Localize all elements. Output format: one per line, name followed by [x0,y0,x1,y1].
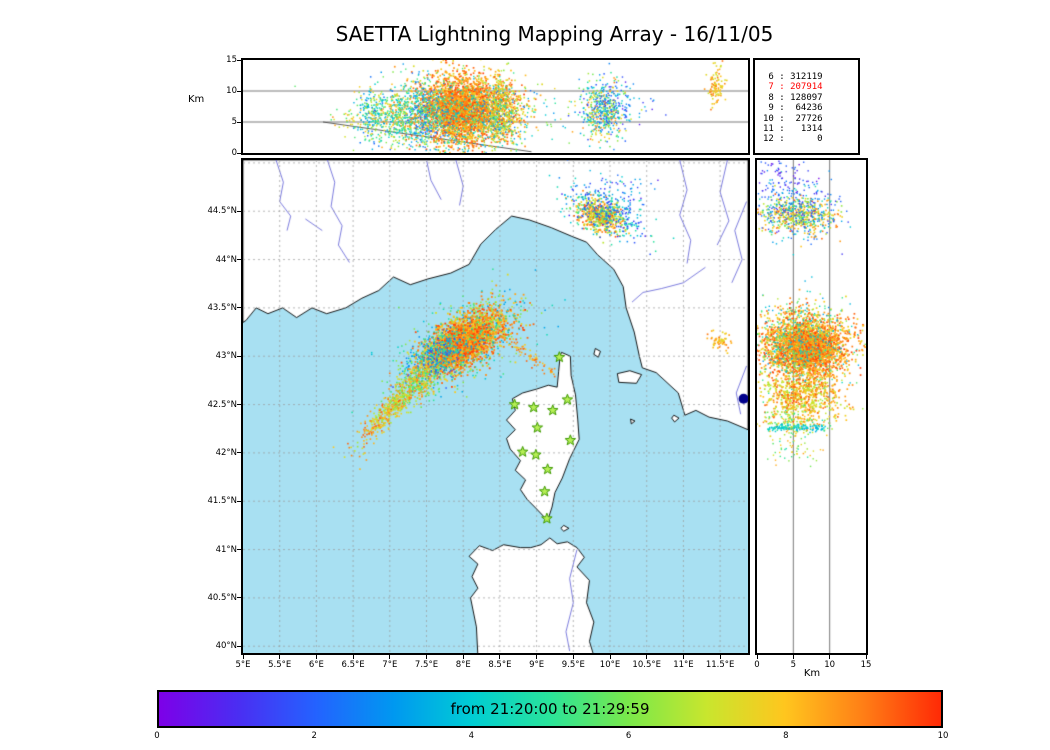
lon-tick-label: 7.5°E [414,660,439,670]
top-panel-altitude-unit-label: Km [188,94,205,105]
right-alt-tick-label: 10 [824,660,836,670]
tick-mark [792,655,794,659]
source-count-list: 6 : 312119 7 : 207914 8 : 128097 9 : 642… [763,72,823,145]
lon-tick-label: 10°E [599,660,621,670]
tick-mark [646,655,648,659]
lon-tick-label: 11.5°E [705,660,735,670]
tick-mark [237,355,241,357]
tick-mark [237,59,241,61]
stats-row: 9 : 64236 [763,103,823,114]
lat-tick-label: 41.5°N [207,496,237,507]
stats-row: 11 : 1314 [763,124,823,135]
tick-mark [237,404,241,406]
lon-tick-label: 6°E [308,660,324,670]
colorbar-tick-label: 6 [625,731,632,741]
map-canvas [243,160,748,653]
tick-mark [572,655,574,659]
lat-tick-label: 42°N [215,447,237,458]
tick-mark [536,655,538,659]
top-alt-tick-label: 5 [231,117,237,127]
stats-row: 12 : 0 [763,134,823,145]
tick-mark [237,152,241,154]
lat-tick-label: 40.5°N [207,592,237,603]
lat-tick-label: 43°N [215,351,237,362]
map-panel [241,158,750,655]
lat-tick-label: 43.5°N [207,302,237,313]
tick-mark [609,655,611,659]
lat-tick-label: 41°N [215,544,237,555]
altitude-longitude-panel [241,58,750,155]
right-alt-tick-label: 15 [860,660,872,670]
tick-mark [315,655,317,659]
lon-tick-label: 10.5°E [632,660,661,670]
lon-tick-label: 8°E [455,660,471,670]
tick-mark [237,500,241,502]
tick-mark [237,210,241,212]
altitude-longitude-canvas [243,60,748,153]
tick-mark [499,655,501,659]
tick-mark [237,452,241,454]
lat-tick-label: 44°N [215,254,237,265]
lat-tick-label: 42.5°N [207,399,237,410]
lat-tick-label: 44.5°N [207,206,237,217]
colorbar-tick-label: 0 [154,731,160,741]
lon-tick-label: 5.5°E [268,660,292,670]
tick-mark [756,655,758,659]
altitude-latitude-panel [755,158,868,655]
tick-mark [237,121,241,123]
colorbar-tick-label: 8 [783,731,789,741]
top-alt-tick-label: 15 [226,55,237,65]
top-alt-tick-label: 10 [226,86,237,96]
tick-mark [237,645,241,647]
tick-mark [237,90,241,92]
tick-mark [352,655,354,659]
lat-tick-label: 40°N [215,641,237,652]
tick-mark [237,307,241,309]
lon-tick-label: 9.5°E [561,660,585,670]
lon-tick-label: 9°E [529,660,545,670]
right-alt-tick-label: 0 [754,660,760,670]
colorbar-tick-label: 4 [468,731,475,741]
tick-mark [426,655,427,659]
lon-tick-label: 7°E [382,660,398,670]
tick-mark [462,655,464,659]
lon-tick-label: 8.5°E [488,660,512,670]
lon-tick-label: 11°E [673,660,694,670]
tick-mark [389,655,391,659]
lon-tick-label: 5°E [235,660,251,670]
colorbar-time-range-label: from 21:20:00 to 21:29:59 [450,700,650,718]
lon-tick-label: 6.5°E [341,660,365,670]
tick-mark [719,655,721,659]
colorbar-gradient [159,692,941,726]
right-alt-tick-label: 5 [790,660,797,670]
tick-mark [865,655,867,659]
figure-title: SAETTA Lightning Mapping Array - 16/11/0… [335,22,774,46]
tick-mark [237,259,241,261]
tick-mark [829,655,831,659]
source-count-stats-panel: 6 : 312119 7 : 207914 8 : 128097 9 : 642… [753,58,860,155]
tick-mark [237,597,241,599]
stats-row: 7 : 207914 [763,82,823,93]
colorbar-tick-label: 2 [311,731,317,741]
tick-mark [237,549,241,551]
tick-mark [682,655,684,659]
tick-mark [242,655,244,659]
stats-row: 8 : 128097 [763,92,823,103]
altitude-latitude-canvas [757,160,866,653]
top-alt-tick-label: 0 [231,148,237,158]
time-colorbar: from 21:20:00 to 21:29:59 [157,690,943,728]
right-panel-altitude-unit-label: Km [803,668,821,679]
stats-row: 10 : 27726 [763,113,823,124]
stats-row: 6 : 312119 [763,72,823,82]
colorbar-tick-label: 10 [937,731,949,741]
tick-mark [279,655,281,659]
